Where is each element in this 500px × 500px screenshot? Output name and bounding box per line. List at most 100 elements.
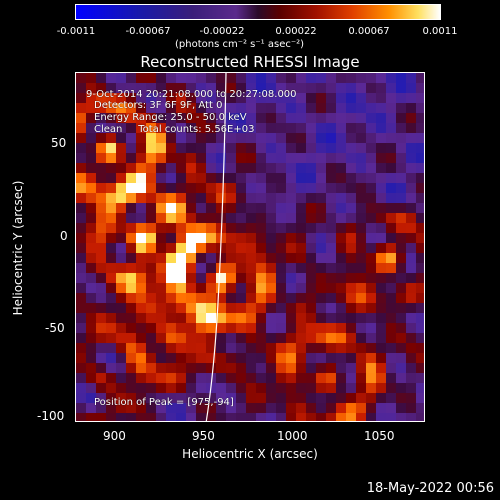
heatmap-cell <box>406 223 416 233</box>
heatmap-cell <box>226 353 236 363</box>
heatmap-cell <box>376 323 386 333</box>
heatmap-cell <box>186 393 196 403</box>
heatmap-cell <box>316 183 326 193</box>
heatmap-cell <box>296 113 306 123</box>
heatmap-cell <box>166 123 176 133</box>
heatmap-cell <box>226 183 236 193</box>
heatmap-cell <box>96 393 106 403</box>
heatmap-cell <box>266 153 276 163</box>
heatmap-cell <box>196 143 206 153</box>
heatmap-cell <box>236 303 246 313</box>
heatmap-cell <box>96 323 106 333</box>
heatmap-cell <box>236 113 246 123</box>
heatmap-cell <box>406 253 416 263</box>
heatmap-cell <box>406 383 416 393</box>
heatmap-cell <box>346 353 356 363</box>
heatmap-cell <box>156 93 166 103</box>
heatmap-cell <box>186 293 196 303</box>
heatmap-cell <box>386 273 396 283</box>
heatmap-cell <box>186 113 196 123</box>
heatmap-cell <box>306 113 316 123</box>
heatmap-cell <box>356 233 366 243</box>
heatmap-cell <box>126 213 136 223</box>
heatmap-cell <box>276 153 286 163</box>
heatmap-cell <box>236 293 246 303</box>
heatmap-cell <box>206 153 216 163</box>
heatmap-cell <box>366 143 376 153</box>
heatmap-cell <box>76 283 86 293</box>
heatmap-cell <box>236 143 246 153</box>
heatmap-cell <box>356 203 366 213</box>
heatmap-cell <box>256 193 266 203</box>
heatmap-cell <box>206 183 216 193</box>
heatmap-cell <box>276 203 286 213</box>
heatmap-cell <box>366 313 376 323</box>
heatmap-cell <box>86 183 96 193</box>
heatmap-cell <box>166 173 176 183</box>
heatmap-cell <box>76 353 86 363</box>
heatmap-cell <box>176 313 186 323</box>
heatmap-cell <box>396 153 406 163</box>
heatmap-cell <box>346 73 356 83</box>
heatmap-cell <box>196 313 206 323</box>
heatmap-cell <box>96 163 106 173</box>
heatmap-cell <box>276 123 286 133</box>
heatmap-cell <box>386 213 396 223</box>
heatmap-cell <box>356 183 366 193</box>
heatmap-cell <box>316 193 326 203</box>
heatmap-cell <box>156 203 166 213</box>
heatmap-cell <box>226 383 236 393</box>
heatmap-cell <box>356 393 366 403</box>
heatmap-cell <box>396 363 406 373</box>
heatmap-cell <box>206 333 216 343</box>
heatmap-cell <box>76 83 86 93</box>
heatmap-cell <box>196 343 206 353</box>
heatmap-cell <box>416 263 424 273</box>
heatmap-cell <box>276 363 286 373</box>
heatmap-cell <box>86 413 96 421</box>
heatmap-cell <box>126 373 136 383</box>
heatmap-cell <box>86 283 96 293</box>
heatmap-cell <box>256 413 266 421</box>
heatmap-cell <box>216 203 226 213</box>
heatmap-cell <box>356 73 366 83</box>
heatmap-cell <box>376 203 386 213</box>
heatmap-cell <box>356 133 366 143</box>
heatmap-cell <box>346 243 356 253</box>
heatmap-cell <box>216 193 226 203</box>
heatmap-cell <box>196 243 206 253</box>
heatmap-cell <box>346 153 356 163</box>
heatmap-cell <box>216 73 226 83</box>
heatmap-cell <box>206 203 216 213</box>
heatmap-cell <box>156 123 166 133</box>
heatmap-cell <box>396 403 406 413</box>
heatmap-cell <box>216 183 226 193</box>
heatmap-cell <box>126 253 136 263</box>
heatmap-cell <box>366 343 376 353</box>
heatmap-cell <box>76 303 86 313</box>
heatmap-cell <box>146 233 156 243</box>
heatmap-cell <box>336 183 346 193</box>
heatmap-cell <box>136 273 146 283</box>
heatmap-cell <box>256 113 266 123</box>
heatmap-cell <box>236 133 246 143</box>
heatmap-cell <box>226 283 236 293</box>
heatmap-cell <box>126 313 136 323</box>
x-tick-label: 950 <box>192 429 215 443</box>
heatmap-cell <box>246 203 256 213</box>
heatmap-cell <box>366 93 376 103</box>
heatmap-cell <box>146 353 156 363</box>
heatmap-cell <box>236 183 246 193</box>
heatmap-cell <box>346 283 356 293</box>
heatmap-cell <box>116 173 126 183</box>
heatmap-cell <box>386 163 396 173</box>
heatmap-cell <box>156 383 166 393</box>
heatmap-cell <box>376 73 386 83</box>
heatmap-cell <box>136 223 146 233</box>
heatmap-cell <box>206 223 216 233</box>
heatmap-cell <box>326 153 336 163</box>
heatmap-cell <box>236 233 246 243</box>
heatmap-cell <box>96 193 106 203</box>
heatmap-cell <box>116 163 126 173</box>
heatmap-cell <box>126 353 136 363</box>
